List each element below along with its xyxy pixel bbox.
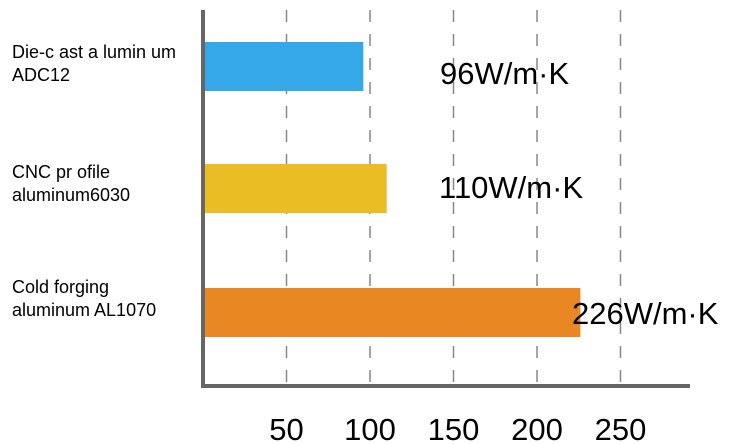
x-tick-label: 150 <box>428 412 480 444</box>
bar <box>205 164 387 213</box>
bar <box>205 288 581 337</box>
category-label-line: Cold forging <box>12 277 109 297</box>
category-label-line: aluminum6030 <box>12 185 130 205</box>
value-label: 226W/m·K <box>572 296 719 331</box>
category-label-line: Die-c ast a lumin um <box>12 42 176 62</box>
category-label-line: aluminum AL1070 <box>12 300 156 320</box>
category-label: Cold forging aluminum AL1070 <box>12 277 156 320</box>
category-label: Die-c ast a lumin um ADC12 <box>12 42 176 85</box>
value-label: 96W/m·K <box>440 56 570 91</box>
value-label: 110W/m·K <box>439 170 583 205</box>
category-labels: Die-c ast a lumin um ADC12 CNC pr ofile alu… <box>12 42 176 320</box>
bar <box>205 42 364 91</box>
x-tick-label: 250 <box>595 412 647 444</box>
x-tick-label: 200 <box>511 412 563 444</box>
bars <box>205 42 581 337</box>
category-label: CNC pr ofile aluminum6030 <box>12 162 130 205</box>
x-axis-tick-labels: 50 100 150 200 250 <box>269 412 646 444</box>
x-tick-label: 100 <box>344 412 396 444</box>
x-tick-label: 50 <box>269 412 303 444</box>
category-label-line: CNC pr ofile <box>12 162 110 182</box>
value-labels: 96W/m·K 110W/m·K 226W/m·K <box>439 56 719 331</box>
category-label-line: ADC12 <box>12 65 70 85</box>
